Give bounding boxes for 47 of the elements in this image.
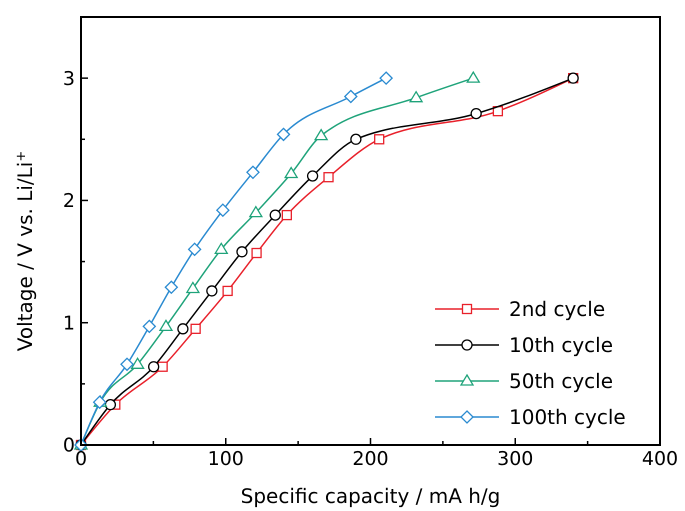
point — [142, 320, 156, 334]
point — [190, 324, 201, 334]
point — [470, 108, 482, 120]
legend-label: 10th cycle — [509, 333, 614, 357]
y-tick-label: 2 — [62, 190, 75, 212]
point — [466, 71, 480, 83]
point — [130, 358, 144, 369]
point — [222, 286, 233, 296]
legend-label: 100th cycle — [509, 405, 626, 429]
x-axis-title: Specific capacity / mA h/g — [240, 484, 500, 508]
legend-label: 2nd cycle — [509, 297, 606, 321]
y-tick-label: 3 — [62, 68, 75, 90]
x-tick-label: 400 — [642, 448, 678, 470]
x-tick-label: 300 — [497, 448, 534, 470]
point — [251, 248, 262, 258]
point — [159, 320, 173, 332]
point — [379, 71, 393, 85]
point — [216, 204, 230, 217]
point — [236, 246, 248, 258]
point — [314, 128, 328, 140]
y-tick-label: 1 — [62, 312, 75, 334]
point — [350, 134, 362, 145]
point — [374, 134, 384, 144]
point — [282, 210, 292, 220]
point — [214, 242, 228, 254]
x-tick-label: 100 — [208, 448, 244, 470]
point — [177, 323, 189, 334]
point — [120, 358, 134, 371]
point — [246, 166, 260, 179]
point — [344, 90, 358, 104]
point — [284, 166, 298, 178]
point — [104, 398, 116, 410]
point — [164, 280, 178, 294]
point — [409, 91, 423, 102]
point — [306, 170, 318, 182]
point — [492, 106, 504, 116]
point — [276, 128, 290, 142]
point — [323, 172, 334, 182]
point — [206, 285, 218, 297]
point — [186, 282, 200, 294]
point — [148, 361, 160, 372]
legend-label: 50th cycle — [509, 369, 614, 393]
point — [270, 209, 281, 221]
point — [249, 206, 263, 218]
x-tick-label: 200 — [352, 448, 389, 470]
point — [157, 362, 168, 372]
point — [188, 242, 202, 256]
